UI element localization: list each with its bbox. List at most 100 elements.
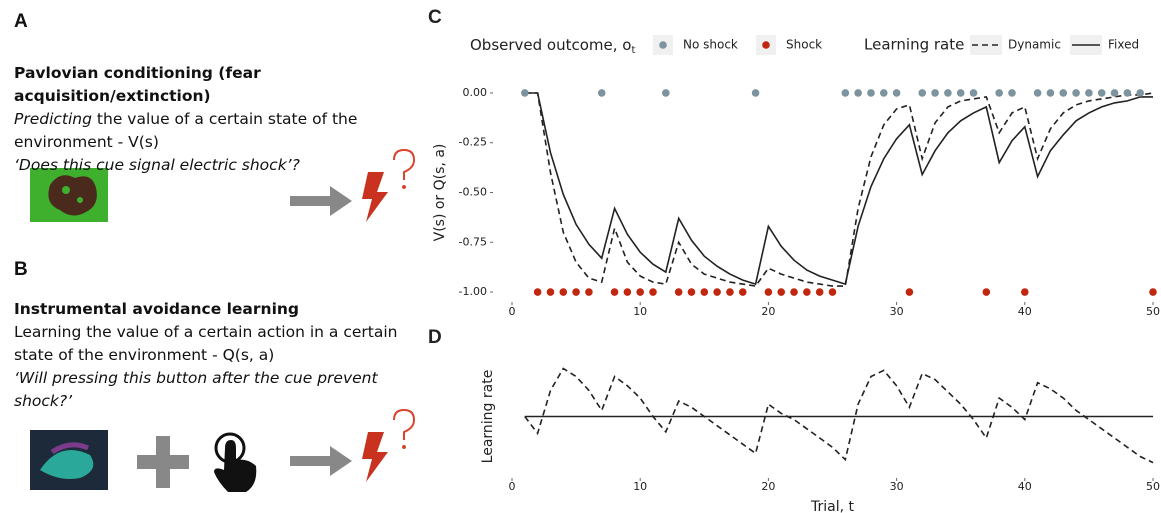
outcome-point [1149, 288, 1157, 296]
outcome-point [1123, 89, 1132, 97]
description: the value of a certain state of the envi… [14, 110, 358, 151]
x-tick-label: 30 [890, 305, 904, 318]
outcome-point [828, 288, 837, 296]
outcome-point [751, 89, 760, 97]
shock-icon [362, 148, 416, 222]
y-tick-label: -0.50 [459, 186, 487, 199]
series-line [524, 92, 1153, 286]
panel-label: A [14, 11, 28, 32]
outcome-point [738, 288, 747, 296]
panel-text: Instrumental avoidance learning Learning… [14, 298, 434, 413]
y-tick-label: 0.00 [463, 86, 488, 99]
arrow [290, 446, 352, 476]
legend-title-text: Observed outcome, o [470, 36, 631, 54]
outcome-point [726, 288, 734, 296]
outcome-point [674, 288, 683, 296]
emphasis: Predicting [14, 110, 92, 128]
x-tick-label: 10 [633, 480, 647, 493]
outcome-point [610, 288, 619, 296]
cue-image [30, 168, 108, 222]
outcome-point [931, 89, 939, 97]
x-tick-label: 30 [890, 480, 904, 493]
x-tick-label: 50 [1146, 480, 1160, 493]
outcome-point [841, 89, 850, 97]
legend-title: Learning rate [864, 36, 964, 54]
series-line [524, 367, 1154, 464]
panel-label: C [428, 7, 442, 28]
panel-title: Pavlovian conditioning (fear acquisition… [14, 64, 261, 105]
y-tick-label: -0.75 [459, 235, 487, 248]
y-axis-label: Learning rate [480, 370, 496, 464]
outcome-point [944, 89, 952, 97]
cue-image [30, 430, 108, 490]
x-tick-label: 40 [1018, 305, 1032, 318]
panel-description: Learning the value of a certain action i… [14, 323, 398, 364]
panel-title: Instrumental avoidance learning [14, 300, 300, 318]
x-tick-label: 0 [509, 480, 516, 493]
outcome-point [1021, 288, 1029, 296]
outcome-point [1136, 89, 1144, 97]
legend-title-subscript: t [631, 45, 635, 56]
outcome-point [700, 288, 709, 296]
outcome-point [777, 288, 786, 296]
shock-icon [362, 408, 416, 482]
outcome-point [1110, 89, 1119, 97]
x-axis-label: Trial, t [810, 499, 855, 513]
legend-label: Fixed [1108, 38, 1139, 52]
outcome-point [1046, 89, 1055, 97]
outcome-point [1033, 89, 1042, 97]
outcome-point [597, 89, 606, 97]
outcome-point [1008, 89, 1016, 97]
outcome-point [687, 288, 696, 296]
outcome-point [995, 89, 1003, 97]
panel-label: D [428, 327, 442, 348]
panel-description: Predicting the value of a certain state … [14, 108, 374, 154]
outcome-point [1059, 89, 1068, 97]
outcome-point [879, 89, 888, 97]
outcome-point [713, 288, 721, 296]
outcome-point [649, 288, 657, 296]
y-tick-label: -1.00 [459, 285, 487, 298]
outcome-point [1072, 89, 1080, 97]
outcome-point [918, 89, 927, 97]
x-tick-label: 0 [509, 305, 516, 318]
question: ‘Will pressing this button after the cue… [14, 369, 378, 410]
outcome-point [803, 288, 811, 296]
legend-swatch [762, 41, 770, 49]
y-tick-label: -0.25 [459, 136, 487, 149]
outcome-point [815, 288, 824, 296]
legend-label: No shock [683, 38, 738, 52]
legend-title: Observed outcome, ot [470, 36, 635, 57]
outcome-point [956, 89, 965, 97]
outcome-point [533, 288, 542, 296]
outcome-point [867, 89, 875, 97]
outcome-point [559, 288, 568, 296]
outcome-point [905, 288, 914, 296]
outcome-point [572, 288, 580, 296]
y-axis-label: V(s) or Q(s, a) [432, 144, 448, 242]
outcome-point [764, 288, 773, 296]
hand-icon [214, 432, 257, 492]
x-tick-label: 40 [1018, 480, 1032, 493]
series-line [524, 92, 1154, 287]
x-tick-label: 10 [633, 305, 647, 318]
legend-label: Shock [786, 38, 822, 52]
outcome-point [892, 89, 901, 97]
outcome-point [636, 288, 644, 296]
outcome-point [623, 288, 632, 296]
outcome-point [1097, 89, 1106, 97]
outcome-point [790, 288, 798, 296]
outcome-point [854, 89, 862, 97]
outcome-point [1085, 89, 1093, 97]
outcome-point [969, 89, 978, 97]
panel-text: Pavlovian conditioning (fear acquisition… [14, 62, 444, 177]
legend-label: Dynamic [1008, 38, 1061, 52]
outcome-point [982, 288, 991, 296]
plus [137, 436, 189, 488]
x-tick-label: 20 [761, 305, 775, 318]
panel-label: B [14, 259, 28, 280]
outcome-point [521, 89, 529, 97]
arrow [290, 186, 352, 216]
